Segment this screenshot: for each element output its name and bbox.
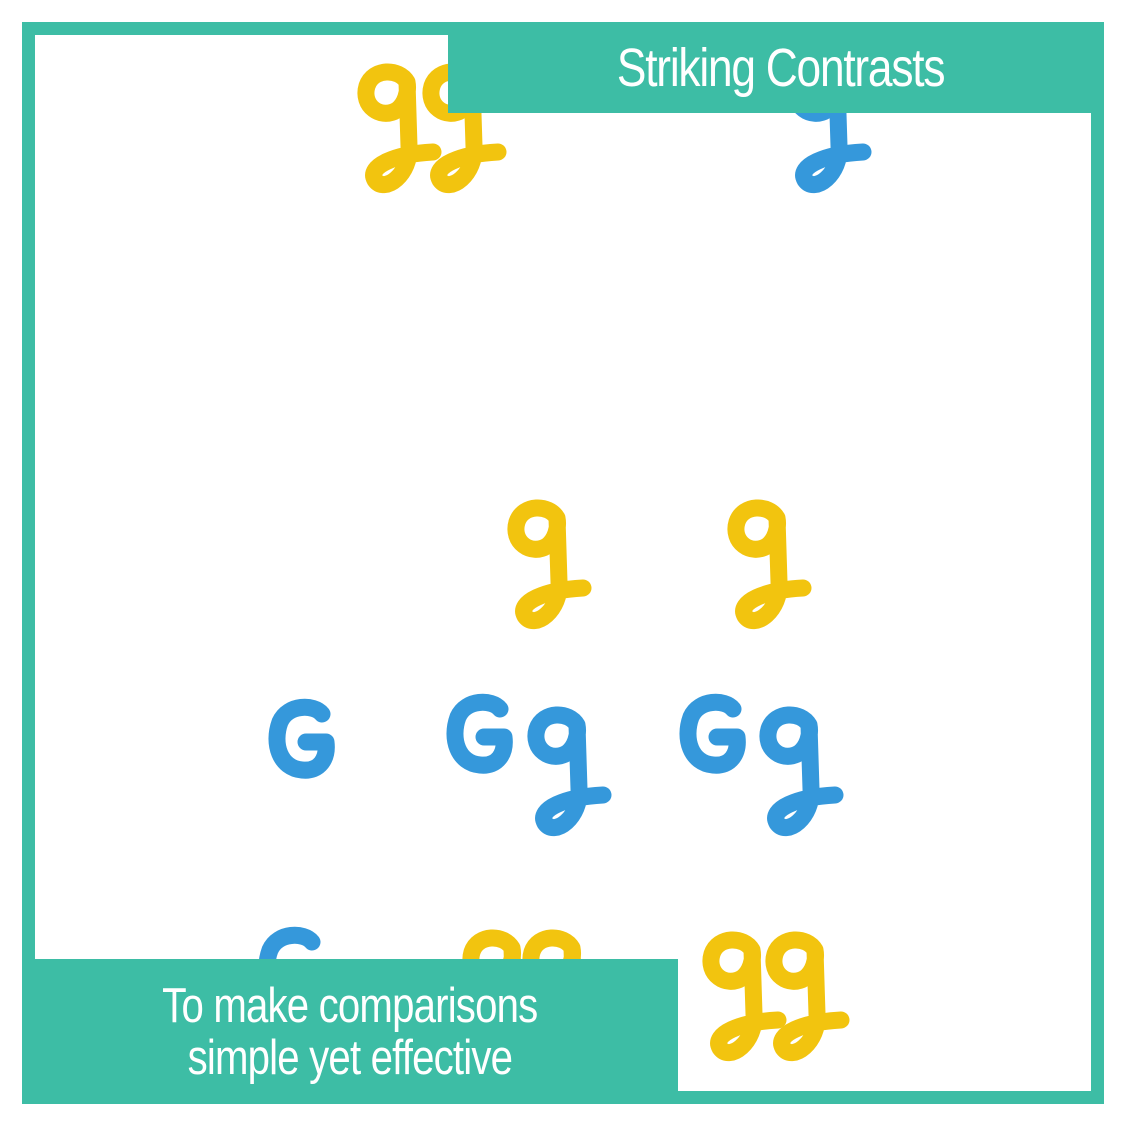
header-banner: Striking Contrasts [448,22,1104,113]
footer-caption-line-2: simple yet effective [187,1030,513,1085]
footer-caption-line-1: To make comparisons [162,978,538,1033]
page-title: Striking Contrasts [617,37,946,98]
blue-letters-row [277,702,835,827]
footer-banner: To make comparisons simple yet effective [22,959,678,1104]
yellow-g-middle [516,508,803,621]
